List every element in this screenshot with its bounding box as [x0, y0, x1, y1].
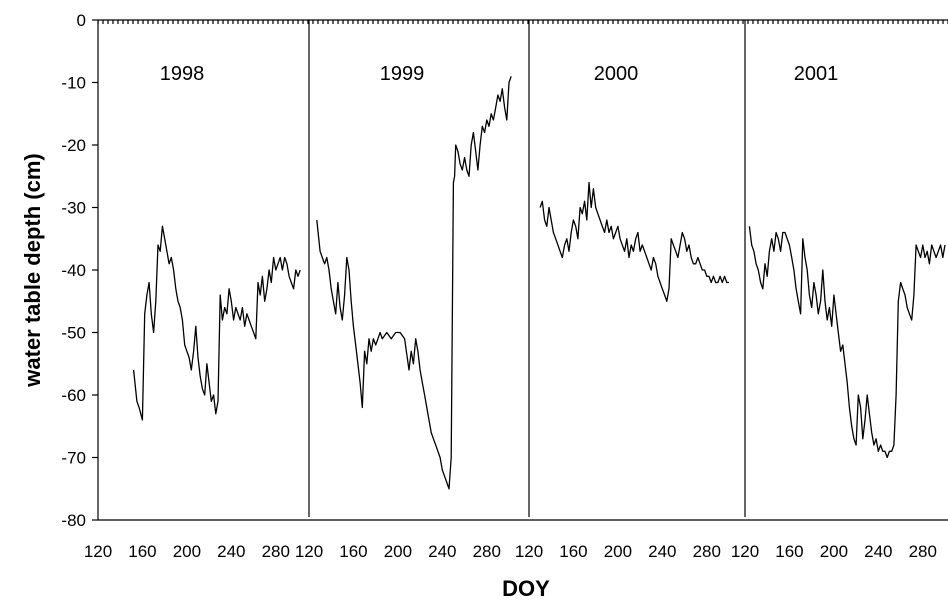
panel-year-label: 2000 — [594, 63, 639, 85]
panel-year-label: 1998 — [160, 63, 205, 85]
series-line-1999 — [316, 76, 512, 490]
x-tick-label: 200 — [173, 542, 201, 561]
series-group — [132, 76, 946, 490]
y-tick-label: -20 — [61, 136, 86, 155]
y-tick-label: 0 — [77, 11, 86, 30]
panel-year-label: 1999 — [380, 63, 425, 85]
y-axis-title: water table depth (cm) — [20, 153, 45, 387]
x-tick-label: 200 — [820, 542, 848, 561]
x-tick-label: 200 — [604, 542, 632, 561]
x-tick-label: 200 — [384, 542, 412, 561]
x-tick-label: 240 — [217, 542, 245, 561]
x-tick-label: 240 — [864, 542, 892, 561]
x-tick-label: 120 — [84, 542, 112, 561]
x-tick-label: 160 — [559, 542, 587, 561]
x-axis-title: DOY — [502, 576, 550, 601]
series-line-2001 — [748, 226, 946, 459]
panel-year-label: 2001 — [794, 63, 839, 85]
x-tick-label: 240 — [428, 542, 456, 561]
y-tick-label: -40 — [61, 261, 86, 280]
x-tick-label: 280 — [909, 542, 937, 561]
axes-group — [92, 19, 948, 521]
x-tick-label: 120 — [731, 542, 759, 561]
series-line-2000 — [539, 181, 729, 302]
series-line-1998 — [132, 225, 301, 421]
y-tick-label: -70 — [61, 449, 86, 468]
y-tick-label: -50 — [61, 324, 86, 343]
y-tick-label: -60 — [61, 386, 86, 405]
y-tick-label: -10 — [61, 74, 86, 93]
x-tick-label: 160 — [339, 542, 367, 561]
y-tick-label: -30 — [61, 199, 86, 218]
y-tick-label: -80 — [61, 511, 86, 530]
x-tick-label: 160 — [775, 542, 803, 561]
x-tick-label: 160 — [128, 542, 156, 561]
labels-group: 0 -10 -20 -30 -40 -50 -60 -70 -80 120 160 200 240 280… — [61, 11, 937, 561]
x-tick-label: 280 — [473, 542, 501, 561]
x-tick-label: 240 — [648, 542, 676, 561]
x-tick-label: 280 — [693, 542, 721, 561]
x-tick-label: 120 — [515, 542, 543, 561]
panel-dividers — [308, 20, 746, 517]
x-tick-label: 120 — [295, 542, 323, 561]
x-tick-label: 280 — [262, 542, 290, 561]
